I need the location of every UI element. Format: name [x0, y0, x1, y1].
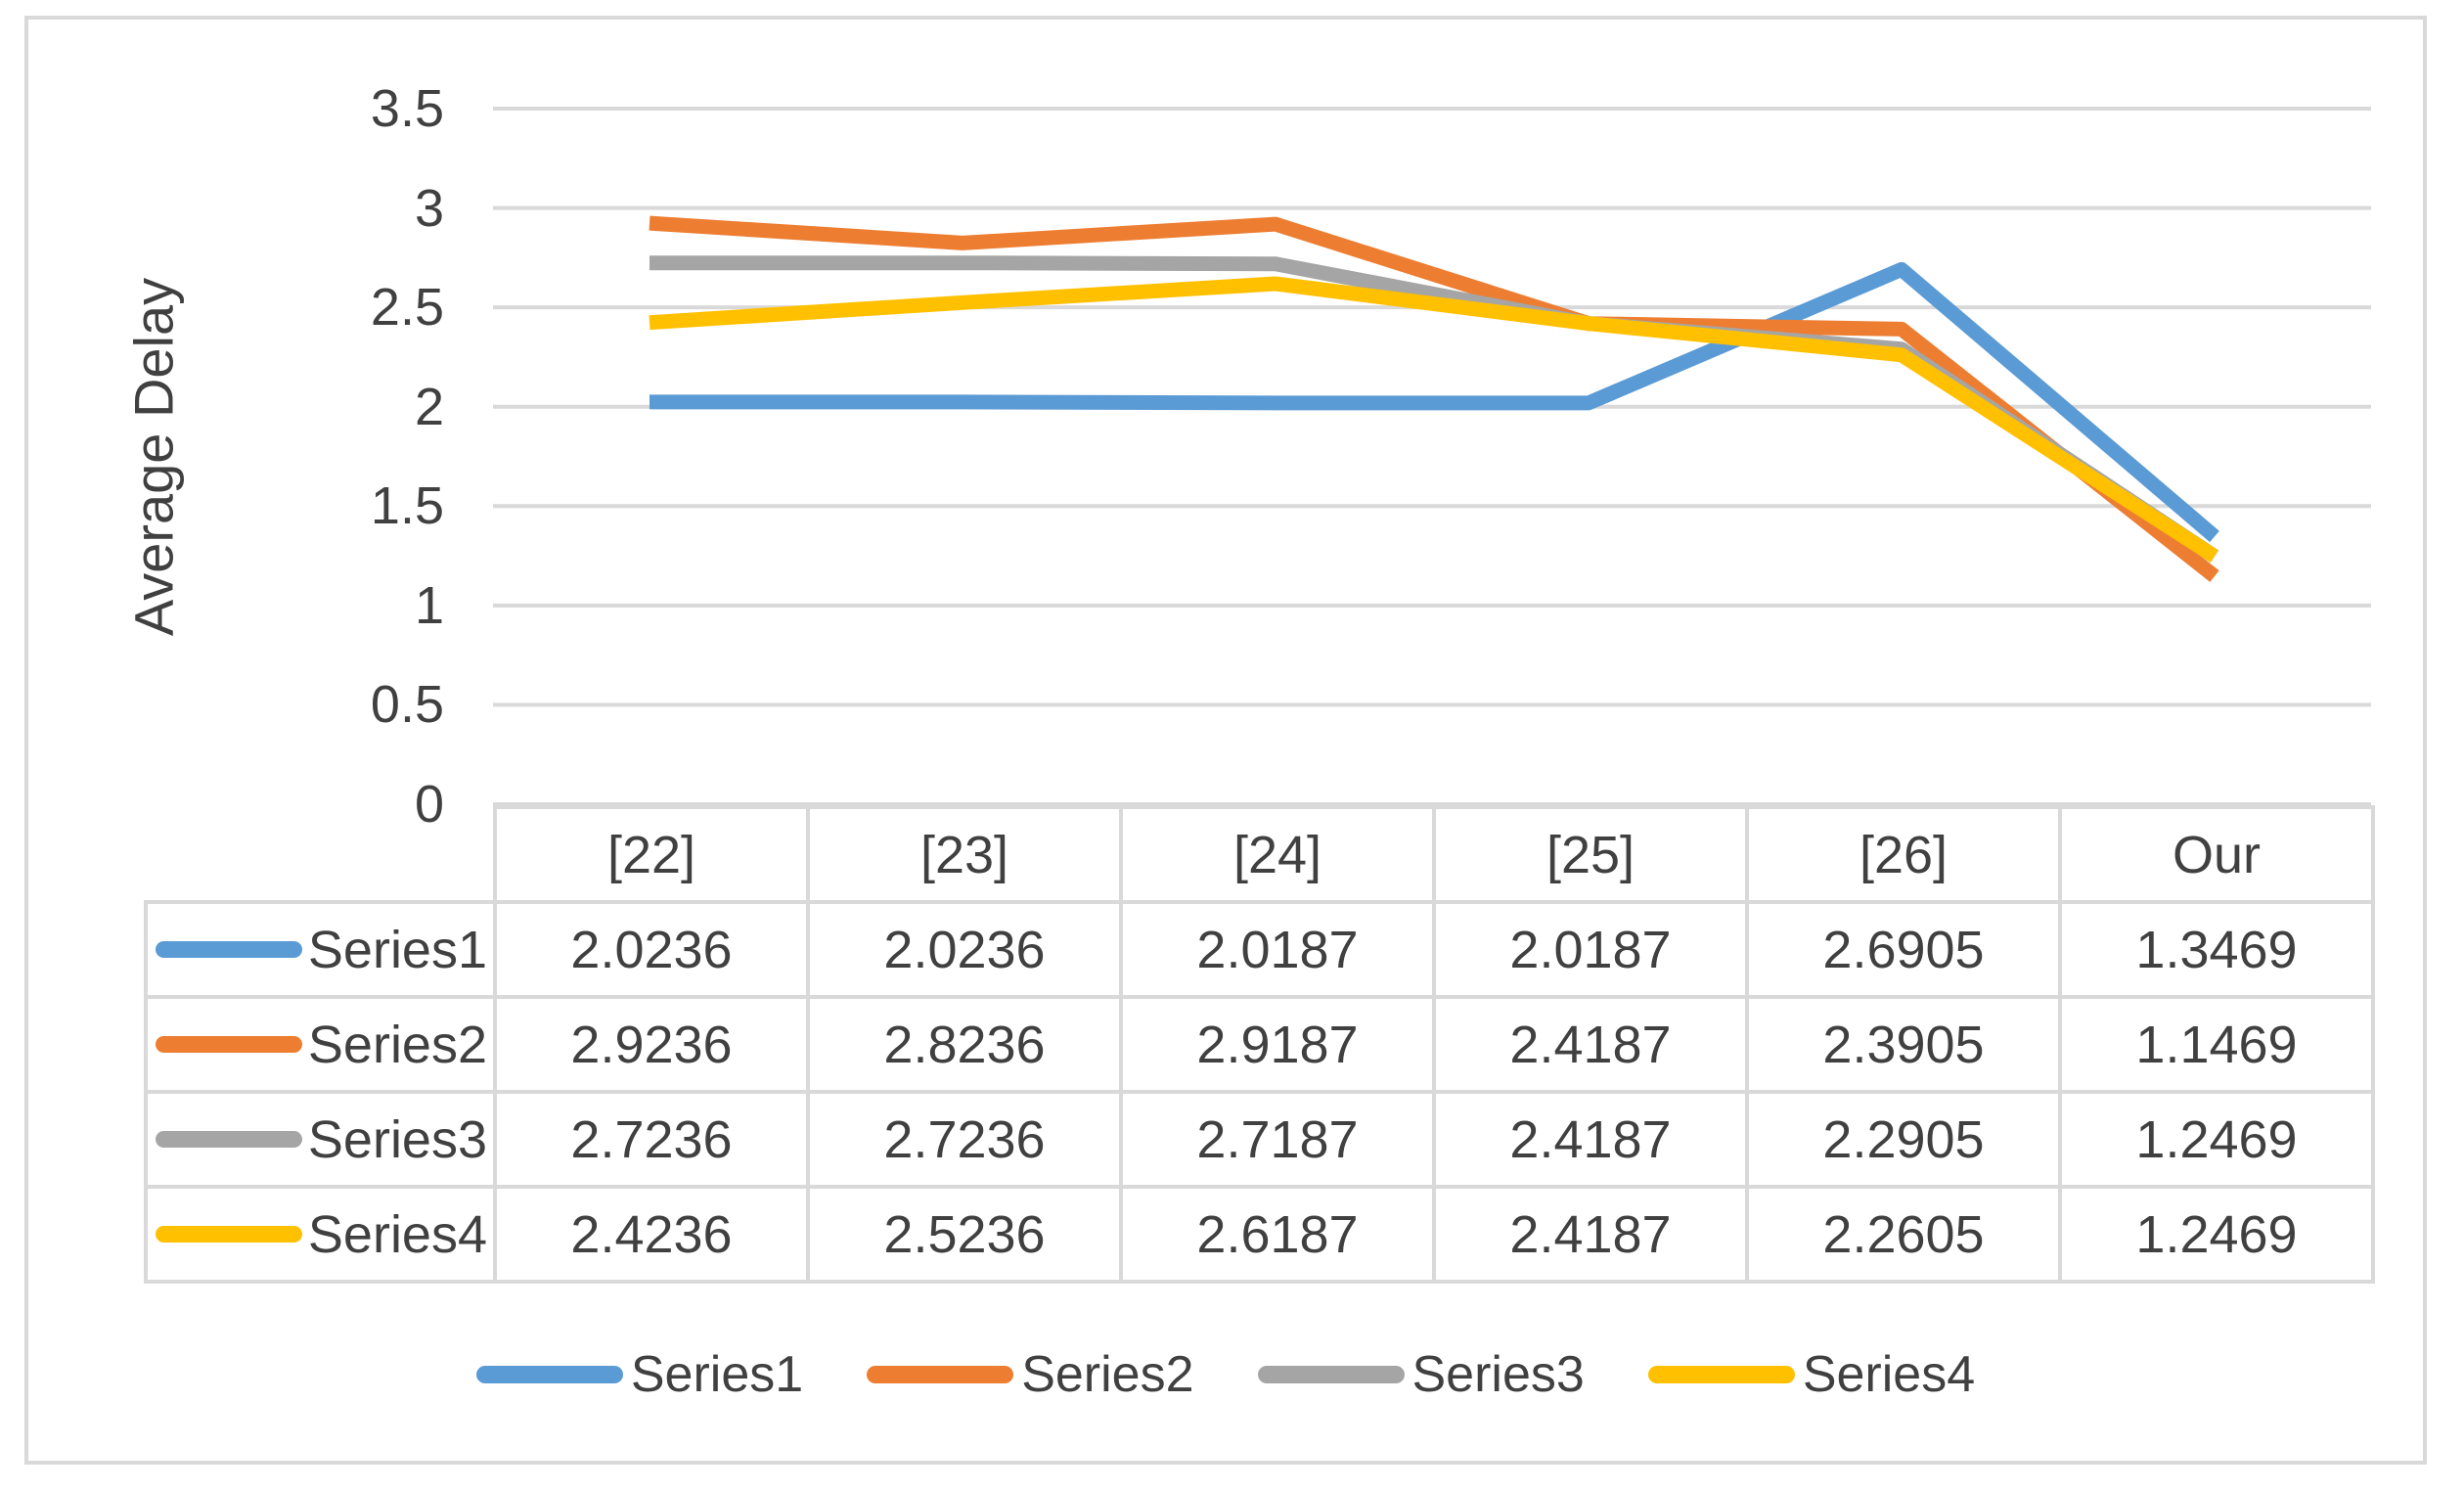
y-tick-label: 2 — [414, 377, 444, 436]
series-label-cell: Series4 — [144, 1185, 497, 1284]
table-value-cell: 2.4187 — [1432, 1185, 1749, 1284]
legend-item: Series2 — [867, 1345, 1194, 1404]
y-tick-label: 2.5 — [370, 278, 444, 338]
table-value-cell: 2.9236 — [493, 995, 810, 1094]
series-line-series1 — [650, 261, 2219, 543]
table-header-cell: [23] — [806, 805, 1123, 904]
legend-label: Series3 — [1411, 1346, 1585, 1403]
y-tick-label: 0.5 — [370, 675, 444, 735]
series-label-cell: Series1 — [144, 900, 497, 999]
table-row: Series4 2.4236 2.5236 2.6187 2.4187 2.2605 1.2… — [144, 1185, 2375, 1284]
series-label-cell: Series2 — [144, 995, 497, 1094]
table-value-cell: 2.3905 — [1745, 995, 2062, 1094]
table-value-cell: 2.7187 — [1119, 1090, 1436, 1189]
table-value-cell: 2.5236 — [806, 1185, 1123, 1284]
table-value-cell: 1.2469 — [2058, 1090, 2375, 1189]
table-value-cell: 2.7236 — [806, 1090, 1123, 1189]
legend-label: Series4 — [1802, 1346, 1976, 1403]
table-value-cell: 2.2605 — [1745, 1185, 2062, 1284]
plot-area — [493, 107, 2371, 806]
series-name-label: Series3 — [307, 1109, 487, 1169]
table-value-cell: 2.6187 — [1119, 1185, 1436, 1284]
series-name-label: Series1 — [307, 920, 487, 979]
legend-item: Series3 — [1257, 1345, 1585, 1404]
table-row: Series1 2.0236 2.0236 2.0187 2.0187 2.6905 1.3… — [144, 900, 2375, 999]
table-value-cell: 1.2469 — [2058, 1185, 2375, 1284]
table-value-cell: 2.8236 — [806, 995, 1123, 1094]
table-value-cell: 2.9187 — [1119, 995, 1436, 1094]
series-line-swatch — [156, 941, 302, 958]
table-value-cell: 2.0187 — [1432, 900, 1749, 999]
series-line-swatch — [156, 1036, 302, 1053]
legend-label: Series1 — [630, 1346, 804, 1403]
line-chart-canvas — [493, 107, 2371, 806]
table-header-cell: [25] — [1432, 805, 1749, 904]
series-line-series2 — [649, 215, 2219, 582]
chart-data-table: [22] [23] [24] [25] [26] Our Series1 2.0236 2.02… — [144, 805, 2375, 1284]
table-row: Series2 2.9236 2.8236 2.9187 2.4187 2.3905 1.1… — [144, 995, 2375, 1094]
table-value-cell: 2.0236 — [493, 900, 810, 999]
table-header-cell: [26] — [1745, 805, 2062, 904]
table-value-cell: 2.0187 — [1119, 900, 1436, 999]
legend-item: Series4 — [1647, 1345, 1976, 1404]
legend-line-swatch — [1257, 1366, 1405, 1383]
table-value-cell: 2.2905 — [1745, 1090, 2062, 1189]
table-value-cell: 2.4187 — [1432, 995, 1749, 1094]
legend-label: Series2 — [1021, 1346, 1194, 1403]
table-value-cell: 2.4236 — [493, 1185, 810, 1284]
table-value-cell: 2.0236 — [806, 900, 1123, 999]
series-line-swatch — [156, 1131, 302, 1148]
series-label-cell: Series3 — [144, 1090, 497, 1189]
legend-line-swatch — [475, 1366, 623, 1383]
table-header-cell: Our — [2058, 805, 2375, 904]
y-tick-label: 3 — [414, 178, 444, 238]
y-axis-title: Average Delay — [122, 277, 185, 637]
table-value-cell: 2.6905 — [1745, 900, 2062, 999]
table-value-cell: 2.4187 — [1432, 1090, 1749, 1189]
table-value-cell: 1.3469 — [2058, 900, 2375, 999]
table-value-cell: 2.7236 — [493, 1090, 810, 1189]
table-corner-spacer — [146, 807, 495, 902]
table-value-cell: 1.1469 — [2058, 995, 2375, 1094]
legend-line-swatch — [867, 1366, 1014, 1383]
legend-line-swatch — [1647, 1366, 1795, 1383]
y-tick-label: 1.5 — [370, 476, 444, 536]
chart-legend: Series1 Series2 Series3 Series4 — [28, 1342, 2423, 1407]
table-header-cell: [22] — [493, 805, 810, 904]
series-name-label: Series2 — [307, 1015, 487, 1074]
chart-frame: Average Delay 3.5 3 2.5 2 1.5 1 0.5 0 [22] [23][… — [24, 16, 2427, 1465]
y-tick-label: 3.5 — [370, 79, 444, 138]
y-tick-label: 1 — [414, 575, 444, 635]
series-line-series4 — [649, 276, 2219, 564]
table-row: Series3 2.7236 2.7236 2.7187 2.4187 2.2905 1.2… — [144, 1090, 2375, 1189]
series-name-label: Series4 — [307, 1204, 487, 1264]
series-line-swatch — [156, 1226, 302, 1243]
legend-item: Series1 — [475, 1345, 804, 1404]
table-header-cell: [24] — [1119, 805, 1436, 904]
y-tick-label: 0 — [414, 775, 444, 834]
